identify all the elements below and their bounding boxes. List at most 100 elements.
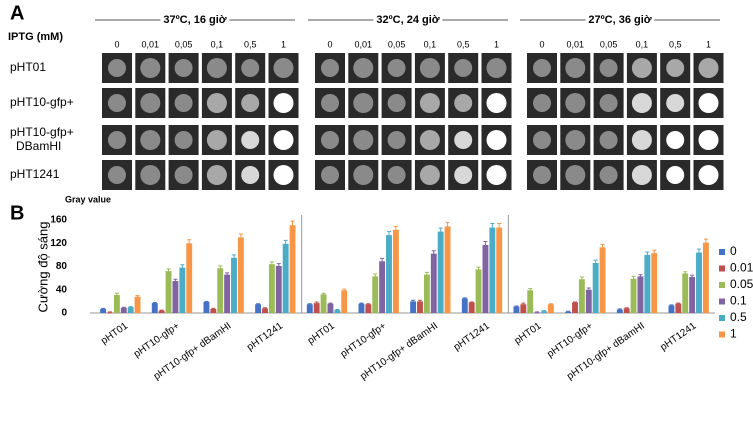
legend-swatch	[719, 332, 725, 338]
colony	[420, 58, 440, 78]
bar	[445, 226, 451, 313]
y-tick-label: 0	[61, 308, 67, 319]
bar	[238, 237, 244, 313]
bar	[186, 243, 192, 313]
colony	[600, 166, 618, 184]
colony	[565, 165, 585, 185]
colony	[565, 130, 585, 150]
bar	[166, 271, 172, 313]
x-tick-label: pHT10-gfp+	[132, 321, 182, 361]
colony	[241, 131, 259, 149]
bar	[152, 303, 158, 313]
concentration: 0,05	[175, 39, 193, 49]
concentration: 0,5	[457, 39, 470, 49]
bar	[372, 276, 378, 313]
colony	[699, 130, 719, 150]
concentration: 0,01	[355, 39, 373, 49]
bar	[359, 304, 365, 313]
x-tick-label: pHT01	[513, 320, 544, 346]
y-tick-label: 120	[50, 238, 67, 249]
concentration: 0,5	[244, 39, 257, 49]
colony	[699, 93, 719, 113]
colony	[353, 130, 373, 150]
colony	[274, 130, 294, 150]
colony	[321, 94, 339, 112]
bar	[224, 275, 230, 313]
bar	[179, 268, 185, 313]
legend-label: 0.05	[730, 277, 753, 291]
colony	[175, 94, 193, 112]
colony	[321, 59, 339, 77]
colony	[666, 166, 684, 184]
condition-title: 37ºC, 16 giờ	[163, 14, 226, 26]
bar	[638, 276, 644, 313]
bar	[135, 297, 141, 313]
colony	[487, 58, 507, 78]
bar	[431, 254, 437, 313]
bar	[593, 263, 599, 313]
iptg-label: IPTG (mM)	[8, 31, 63, 43]
legend-label: 0.01	[730, 261, 753, 275]
error-bar	[625, 308, 629, 309]
colony	[632, 93, 652, 113]
x-tick-label: pHT1241	[658, 320, 698, 353]
colony	[565, 93, 585, 113]
bar	[393, 230, 399, 313]
legend-label: 1	[730, 327, 737, 341]
concentration: 0	[539, 39, 544, 49]
bar	[572, 303, 578, 313]
strain-label: DBamHI	[16, 139, 61, 153]
bar	[703, 243, 709, 313]
bar	[231, 258, 237, 313]
condition-title: 27ºC, 36 giờ	[588, 14, 651, 26]
colony	[533, 94, 551, 112]
bar	[527, 290, 533, 313]
colony	[666, 131, 684, 149]
strain-label: pHT01	[10, 60, 46, 74]
figure: A IPTG (mM) B Gray value Cường độ sáng 3…	[0, 0, 753, 428]
legend-swatch	[719, 249, 725, 255]
legend-label: 0.1	[730, 294, 747, 308]
colony	[108, 131, 126, 149]
y-tick-label: 160	[50, 215, 67, 226]
colony	[175, 59, 193, 77]
bar	[290, 225, 296, 313]
x-tick-label: pHT10-gfp+	[339, 321, 389, 361]
y-axis-label: Cường độ sáng	[35, 222, 50, 313]
bar	[675, 304, 681, 313]
colony	[274, 165, 294, 185]
colony	[420, 93, 440, 113]
colony	[420, 165, 440, 185]
colony	[487, 165, 507, 185]
concentration: 1	[281, 39, 286, 49]
bar	[269, 264, 275, 313]
x-tick-label: pHT10-gfp+	[545, 321, 595, 361]
panel-label: A	[10, 2, 24, 24]
error-bar	[573, 302, 577, 303]
panel-label: B	[10, 202, 24, 224]
x-tick-label: pHT01	[306, 320, 337, 346]
bar	[600, 247, 606, 313]
legend-swatch	[719, 315, 725, 321]
colony	[241, 94, 259, 112]
bar	[307, 304, 313, 313]
bar	[255, 304, 261, 313]
bar	[204, 302, 210, 313]
y-tick-label: 40	[56, 284, 68, 295]
colony	[565, 58, 585, 78]
colony	[207, 165, 227, 185]
colony	[666, 94, 684, 112]
colony	[388, 131, 406, 149]
colony	[274, 93, 294, 113]
colony	[140, 165, 160, 185]
concentration: 0,01	[142, 39, 160, 49]
colony	[454, 94, 472, 112]
legend-label: 0.5	[730, 310, 747, 324]
concentration: 0	[327, 39, 332, 49]
colony	[632, 130, 652, 150]
concentration: 0,1	[424, 39, 437, 49]
colony	[207, 130, 227, 150]
colony	[140, 58, 160, 78]
colony	[175, 131, 193, 149]
colony	[207, 58, 227, 78]
